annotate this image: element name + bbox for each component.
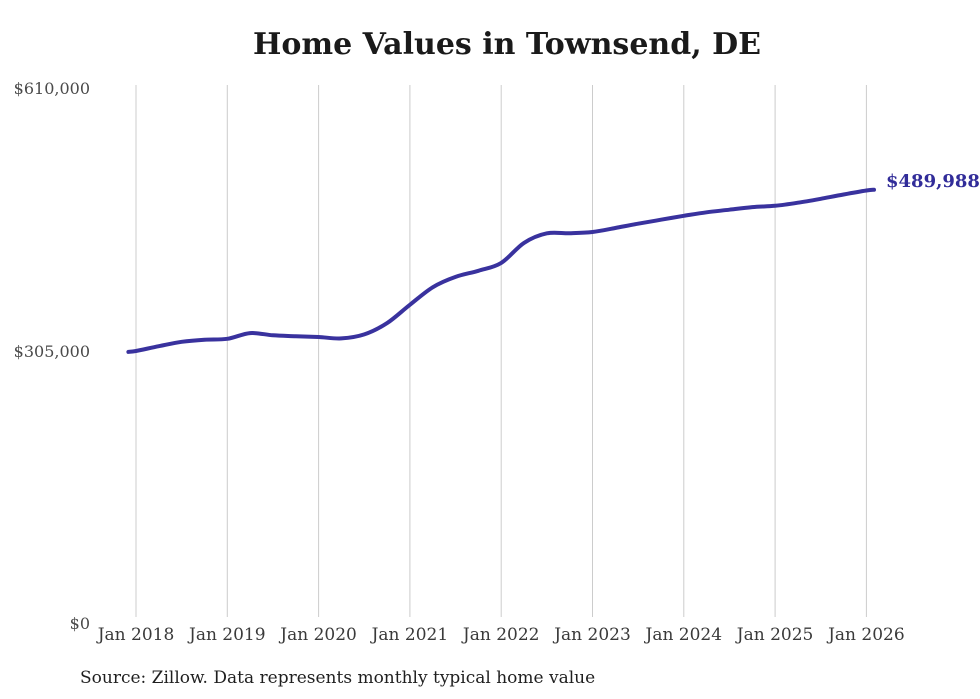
- x-axis-tick-jan-2026: Jan 2026: [828, 625, 905, 645]
- x-axis-tick-jan-2023: Jan 2023: [554, 625, 631, 645]
- y-axis-tick-305000: $305,000: [13, 342, 90, 361]
- chart-title: Home Values in Townsend, DE: [253, 27, 761, 62]
- y-axis-tick-610000: $610,000: [13, 79, 90, 98]
- y-axis-tick-0: $0: [69, 614, 90, 633]
- home-value-line: [126, 187, 876, 354]
- x-axis-tick-jan-2024: Jan 2024: [645, 625, 723, 645]
- x-axis-tick-jan-2018: Jan 2018: [97, 625, 175, 645]
- x-axis-tick-jan-2025: Jan 2025: [736, 625, 814, 645]
- x-axis-tick-jan-2019: Jan 2019: [189, 625, 266, 645]
- source-attribution: Source: Zillow. Data represents monthly …: [80, 668, 596, 688]
- x-axis-tick-jan-2020: Jan 2020: [280, 625, 357, 645]
- x-axis-tick-jan-2022: Jan 2022: [462, 625, 540, 645]
- latest-value-annotation: $489,988: [886, 171, 980, 192]
- x-axis-tick-jan-2021: Jan 2021: [371, 625, 449, 645]
